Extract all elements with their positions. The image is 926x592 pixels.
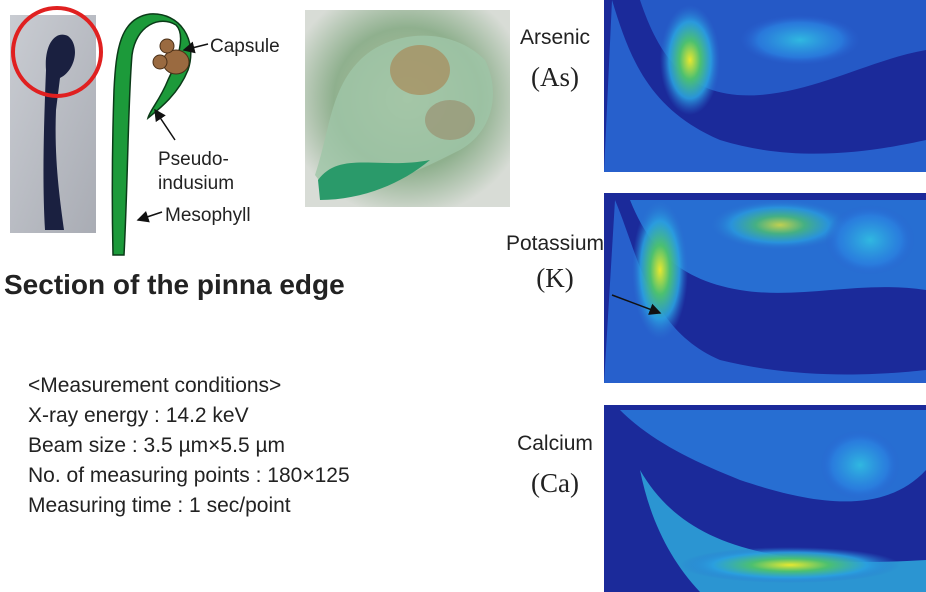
element-symbol: (K): [536, 263, 573, 293]
figure: Capsule Pseudo- indusium Mesophyll Secti…: [0, 0, 926, 592]
element-name: Potassium: [506, 232, 604, 255]
capsule-label: Capsule: [210, 36, 280, 57]
element-symbol: (As): [531, 62, 579, 92]
pseudo-label: Pseudo-: [158, 149, 229, 170]
pseudo-label: indusium: [158, 173, 234, 194]
element-name: Calcium: [517, 432, 593, 455]
mesophyll-label: Mesophyll: [165, 205, 251, 226]
condition-line: <Measurement conditions>: [28, 374, 281, 397]
micro-photo: [305, 10, 510, 207]
map-calcium: [604, 405, 926, 592]
condition-line: Beam size : 3.5 µm×5.5 µm: [28, 434, 285, 457]
map-potassium: [604, 193, 926, 383]
schematic: Capsule Pseudo- indusium Mesophyll: [112, 14, 279, 255]
element-name: Arsenic: [520, 26, 590, 49]
condition-line: No. of measuring points : 180×125: [28, 464, 350, 487]
map-arsenic: [604, 0, 926, 172]
condition-line: Measuring time : 1 sec/point: [28, 494, 291, 517]
element-symbol: (Ca): [531, 468, 579, 498]
condition-line: X-ray energy : 14.2 keV: [28, 404, 249, 427]
pinna-photo: [10, 8, 101, 233]
section-title: Section of the pinna edge: [4, 269, 345, 300]
conditions: <Measurement conditions> X-ray energy : …: [28, 374, 350, 517]
